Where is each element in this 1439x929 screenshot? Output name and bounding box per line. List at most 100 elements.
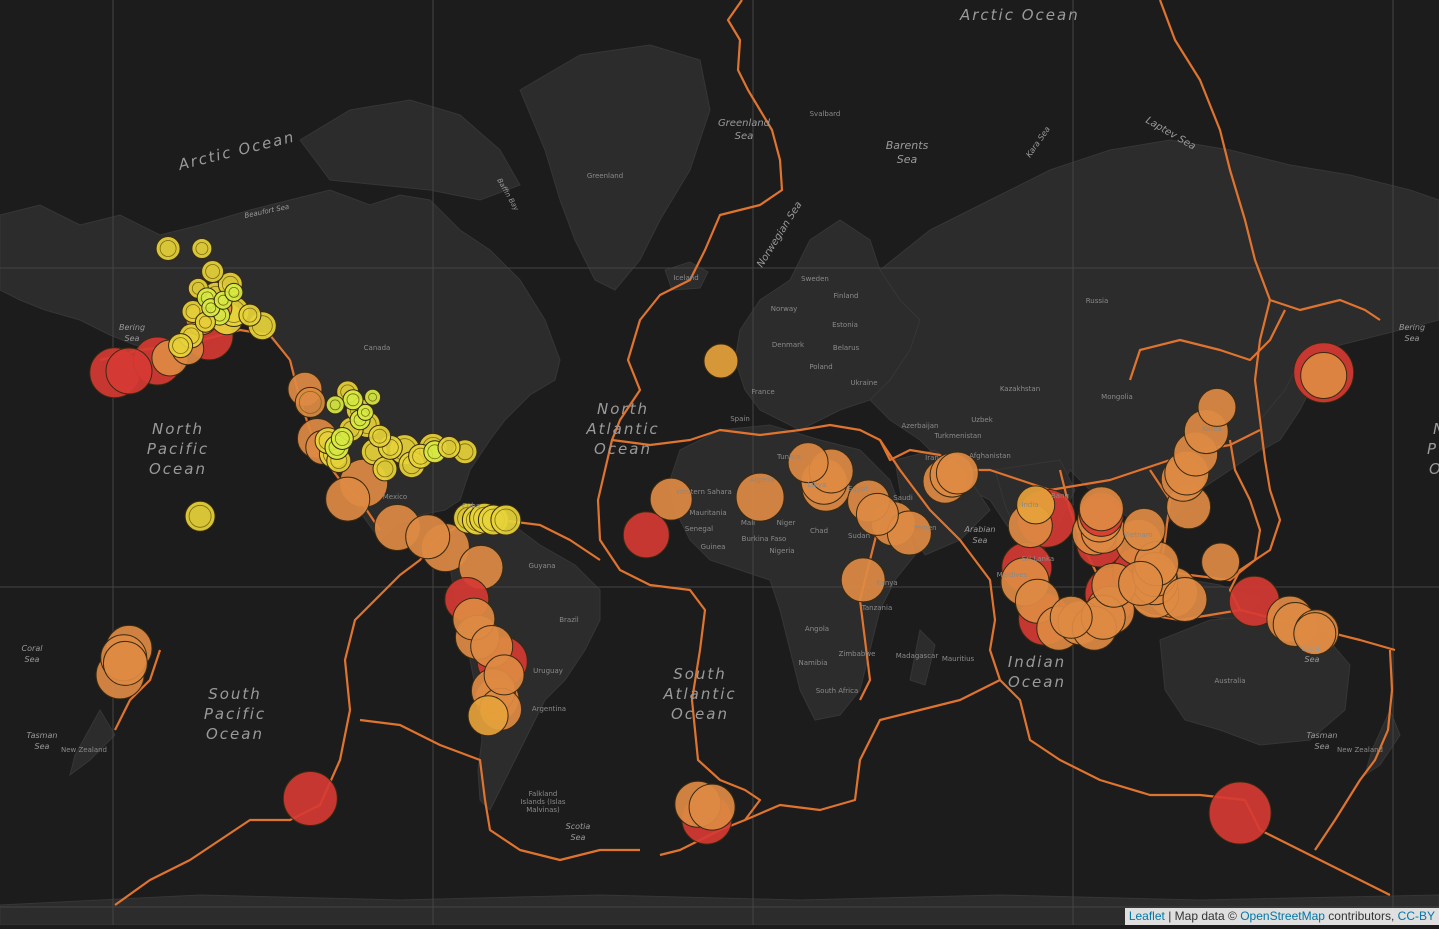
earthquake-marker[interactable] xyxy=(224,282,244,302)
label-mali: Mali xyxy=(741,519,755,527)
label-angola: Angola xyxy=(805,625,829,633)
earthquake-marker[interactable] xyxy=(703,343,739,379)
earthquake-marker[interactable] xyxy=(1201,542,1241,582)
earthquake-marker[interactable] xyxy=(325,395,345,415)
earthquake-marker[interactable] xyxy=(1049,595,1093,639)
earthquake-marker[interactable] xyxy=(735,472,785,522)
earthquake-marker[interactable] xyxy=(238,303,262,327)
label-mauritania: Mauritania xyxy=(689,509,726,517)
label-algeria: Algeria xyxy=(750,476,775,484)
label-poland: Poland xyxy=(809,363,832,371)
earthquake-marker[interactable] xyxy=(102,640,148,686)
east-african-rift xyxy=(858,519,882,701)
earthquake-marker[interactable] xyxy=(364,388,382,406)
north-pacific-right-label-2: P xyxy=(1427,440,1437,458)
label-mongolia: Mongolia xyxy=(1101,393,1133,401)
earthquake-marker[interactable] xyxy=(490,504,522,536)
earthquake-marker[interactable] xyxy=(1078,486,1124,532)
earthquake-marker[interactable] xyxy=(330,427,354,450)
openstreetmap-link[interactable]: OpenStreetMap xyxy=(1240,909,1325,923)
label-mexico: Mexico xyxy=(383,493,407,501)
earthquake-marker[interactable] xyxy=(840,557,886,603)
earthquake-marker-ring xyxy=(228,286,240,298)
macquarie-ridge xyxy=(1314,649,1394,851)
label-guyana: Guyana xyxy=(528,562,555,570)
label-denmark: Denmark xyxy=(772,341,805,349)
south-atlantic-label-2: Atlantic xyxy=(662,685,736,703)
earthquake-marker[interactable] xyxy=(483,654,525,696)
north-atlantic-label-2: Atlantic xyxy=(585,420,659,438)
north-atlantic-label-3: Ocean xyxy=(594,440,652,458)
label-kazakhstan: Kazakhstan xyxy=(1000,385,1040,393)
leaflet-link[interactable]: Leaflet xyxy=(1128,909,1165,923)
earthquake-marker[interactable] xyxy=(787,442,829,484)
earthquake-marker[interactable] xyxy=(1016,485,1056,525)
earthquake-marker[interactable] xyxy=(467,695,509,737)
label-turkmenistan: Turkmenistan xyxy=(933,432,981,440)
south-pacific-label-2: Pacific xyxy=(204,705,266,723)
earthquake-marker-ring xyxy=(360,407,370,417)
label-new-zealand-right: New Zealand xyxy=(1337,746,1383,754)
earthquake-marker[interactable] xyxy=(1293,612,1337,656)
earthquake-marker[interactable] xyxy=(1197,387,1237,427)
coral-sea-right-label-2: Sea xyxy=(1305,655,1320,664)
label-cuba: Cuba xyxy=(462,502,480,510)
earthquake-marker[interactable] xyxy=(1300,352,1348,399)
greenland-sea-label-1: Greenland xyxy=(718,118,771,129)
label-zimbabwe: Zimbabwe xyxy=(839,650,876,658)
earthquake-marker-ring xyxy=(159,240,177,257)
bering-sea-left-label-1: Bering xyxy=(119,323,145,332)
label-sri-lanka: Sri Lanka xyxy=(1022,555,1054,563)
label-bangladesh: Bang xyxy=(1051,492,1069,500)
earthquake-marker-ring xyxy=(242,307,258,323)
earthquake-marker[interactable] xyxy=(1162,577,1208,622)
earthquake-marker-ring xyxy=(185,304,201,319)
south-pacific-label-1: South xyxy=(208,685,262,703)
south-atlantic-label-3: Ocean xyxy=(671,705,729,723)
earthquake-marker[interactable] xyxy=(105,347,153,395)
earthquake-marker-ring xyxy=(329,399,341,411)
madagascar-landmass xyxy=(909,628,936,686)
earthquake-marker[interactable] xyxy=(356,403,374,421)
label-falklands-1: Falkland xyxy=(529,790,558,798)
label-burkina: Burkina Faso xyxy=(742,535,787,543)
earthquake-marker[interactable] xyxy=(168,333,194,359)
label-south-africa: South Africa xyxy=(816,687,859,695)
earthquake-marker-ring xyxy=(494,508,518,532)
cc-by-link[interactable]: CC-BY xyxy=(1397,909,1435,923)
earthquake-marker[interactable] xyxy=(155,236,181,261)
earthquake-marker[interactable] xyxy=(405,514,451,560)
earthquake-marker[interactable] xyxy=(437,435,461,459)
earthquake-marker[interactable] xyxy=(1118,560,1164,606)
earthquake-marker[interactable] xyxy=(935,451,979,495)
arabian-sea-label-1: Arabian xyxy=(964,525,996,534)
bering-sea-left-label-2: Sea xyxy=(125,334,140,343)
indian-ocean-label-2: Ocean xyxy=(1008,673,1066,691)
earthquake-markers[interactable] xyxy=(89,236,1355,845)
north-pacific-label-3: Ocean xyxy=(149,460,207,478)
earthquake-marker[interactable] xyxy=(184,500,216,532)
earthquake-marker[interactable] xyxy=(855,492,899,536)
label-australia: Australia xyxy=(1215,677,1246,685)
label-kenya: Kenya xyxy=(876,579,897,587)
label-tanzania: Tanzania xyxy=(861,604,892,612)
earthquake-marker[interactable] xyxy=(649,477,693,521)
earthquake-marker[interactable] xyxy=(1208,781,1272,845)
label-falklands-2: Islands (Islas xyxy=(520,798,565,806)
earthquake-marker[interactable] xyxy=(294,386,326,418)
earthquake-marker[interactable] xyxy=(1122,507,1166,551)
southwest-indian-ridge xyxy=(744,679,1001,822)
earthquake-marker[interactable] xyxy=(325,476,371,522)
earthquake-marker[interactable] xyxy=(368,424,392,448)
earthquake-marker[interactable] xyxy=(282,771,338,826)
earthquake-marker[interactable] xyxy=(191,238,213,259)
earthquake-marker-ring xyxy=(188,504,212,528)
philippine-plate xyxy=(1149,439,1262,582)
earthquake-marker[interactable] xyxy=(688,783,736,831)
earthquake-marker-ring xyxy=(334,431,350,446)
nazca-boundary xyxy=(359,718,640,862)
earthquake-marker[interactable] xyxy=(201,260,225,283)
earthquake-marker[interactable] xyxy=(622,511,670,559)
